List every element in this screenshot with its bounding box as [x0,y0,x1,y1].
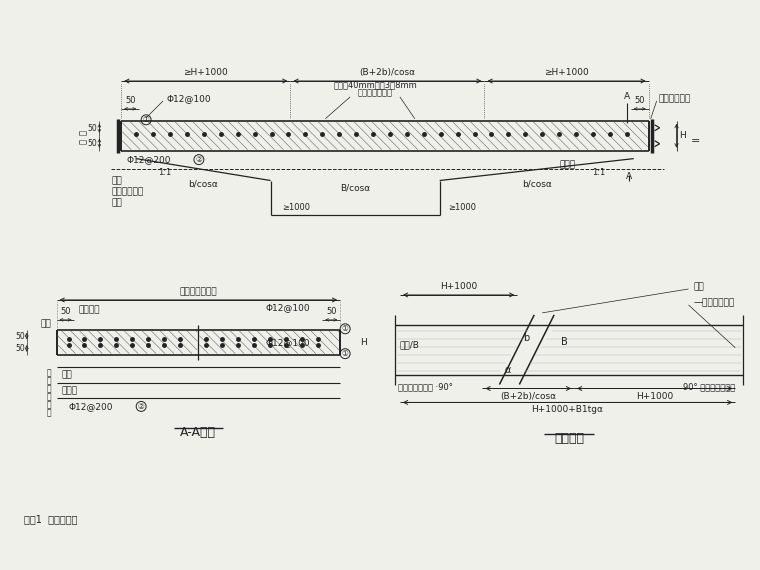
Text: ②: ② [138,402,144,411]
Text: 底基层或庵层: 底基层或庵层 [111,187,144,196]
Text: 基层: 基层 [111,176,122,185]
Text: B/cosα: B/cosα [340,184,370,193]
Text: 基层: 基层 [62,370,72,379]
Text: H+1000: H+1000 [440,282,477,291]
Text: H+1000+B1tgα: H+1000+B1tgα [531,405,603,414]
Text: ≥1000: ≥1000 [283,203,311,212]
Text: 50: 50 [125,96,135,105]
Text: 普通混凉土面板 ·90°: 普通混凉土面板 ·90° [398,382,453,391]
Text: Φ12@200: Φ12@200 [126,155,171,164]
Text: A-A断面: A-A断面 [180,426,217,439]
Text: 底: 底 [47,368,52,377]
Text: ①: ① [342,324,349,333]
Text: 架: 架 [79,131,88,135]
Text: H: H [360,337,367,347]
Text: 或: 或 [47,392,52,401]
Text: (B+2b)/cosα: (B+2b)/cosα [359,68,416,77]
Text: 水泥混凉土板宽: 水泥混凉土板宽 [179,287,217,296]
Text: 层: 层 [79,139,88,144]
Text: ≥1000: ≥1000 [448,203,476,212]
Text: 土基: 土基 [111,198,122,207]
Text: b/cosα: b/cosα [522,180,552,189]
Text: 用填缝材料填塞: 用填缝材料填塞 [357,88,392,97]
Text: b/cosα: b/cosα [188,180,218,189]
Text: B: B [561,337,568,347]
Text: 50: 50 [87,124,97,133]
Text: 层: 层 [47,408,52,417]
Text: 注：1  单位：毫米: 注：1 单位：毫米 [24,514,78,524]
Text: Φ12@100: Φ12@100 [265,338,310,347]
Text: 纵缝/B: 纵缝/B [400,340,420,349]
Text: 1:1: 1:1 [158,168,171,177]
Text: 传力杆: 传力杆 [559,160,575,169]
Text: =: = [691,136,700,146]
Text: A: A [625,172,632,181]
Text: 基: 基 [47,376,52,385]
Text: —设传力杆平缚: —设传力杆平缚 [693,299,735,307]
Text: 90° 普通混凉土面板: 90° 普通混凉土面板 [683,382,735,391]
Text: 50: 50 [15,344,25,353]
Text: 设传力杆平缚: 设传力杆平缚 [659,95,691,103]
Text: ≥H+1000: ≥H+1000 [544,68,589,77]
Text: A: A [624,92,630,101]
Text: H: H [679,131,686,140]
Text: 切缝: 切缝 [693,283,705,291]
Text: 切缝淸40mm、到3～8mm: 切缝淸40mm、到3～8mm [333,80,417,89]
Text: 垫: 垫 [47,400,52,409]
Text: Φ12@100: Φ12@100 [166,95,211,103]
Text: 50: 50 [87,139,97,148]
Text: 拉杆: 拉杆 [41,319,52,328]
Text: α: α [504,365,511,374]
Text: (B+2b)/cosα: (B+2b)/cosα [500,393,556,401]
Text: ≥H+1000: ≥H+1000 [183,68,228,77]
Text: H+1000: H+1000 [636,393,673,401]
Text: ①: ① [342,349,349,358]
Text: 纵向缩缝: 纵向缩缝 [78,306,100,315]
Text: 50: 50 [15,332,25,340]
Text: ②: ② [195,155,202,164]
Text: ①: ① [143,115,150,124]
Text: 平面布置: 平面布置 [554,432,584,445]
Text: 层: 层 [47,384,52,393]
Text: 50: 50 [60,307,71,316]
Text: b: b [523,333,530,343]
Text: 底基层: 底基层 [62,386,78,395]
Text: Φ12@100: Φ12@100 [265,303,310,312]
Text: 50: 50 [326,307,337,316]
Text: 1:1: 1:1 [592,168,605,177]
Text: 50: 50 [635,96,645,105]
Text: Φ12@200: Φ12@200 [68,402,113,411]
